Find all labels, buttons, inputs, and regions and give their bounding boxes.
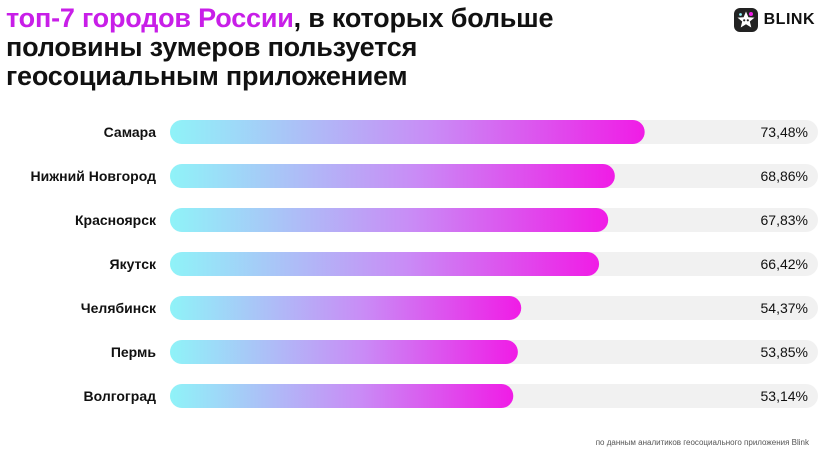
source-note: по данным аналитиков геосоциального прил… bbox=[595, 438, 809, 447]
value-label: 53,85% bbox=[761, 344, 808, 360]
bar bbox=[170, 296, 522, 320]
blink-star-logo-icon bbox=[733, 8, 758, 32]
category-label: Волгоград bbox=[84, 388, 157, 404]
category-label: Красноярск bbox=[75, 212, 157, 228]
value-label: 66,42% bbox=[761, 256, 808, 272]
bar bbox=[170, 340, 518, 364]
chart-title-rest: , в которых больше половины зумеров поль… bbox=[6, 3, 554, 91]
bar bbox=[170, 164, 615, 188]
bar bbox=[170, 384, 514, 408]
value-label: 73,48% bbox=[761, 124, 808, 140]
category-label: Пермь bbox=[111, 344, 157, 360]
value-label: 67,83% bbox=[761, 212, 808, 228]
value-label: 54,37% bbox=[761, 300, 808, 316]
category-label: Нижний Новгород bbox=[31, 168, 157, 184]
chart-title: топ-7 городов России, в которых больше п… bbox=[6, 4, 626, 91]
category-label: Якутск bbox=[110, 256, 157, 272]
bar bbox=[170, 252, 600, 276]
bar bbox=[170, 120, 645, 144]
value-label: 53,14% bbox=[761, 388, 808, 404]
chart-title-accent: топ-7 городов России bbox=[6, 3, 294, 33]
bar bbox=[170, 208, 609, 232]
value-label: 68,86% bbox=[761, 168, 808, 184]
category-label: Челябинск bbox=[81, 300, 157, 316]
brand-name: BLINK bbox=[763, 11, 815, 28]
brand-logo: BLINK bbox=[733, 8, 815, 32]
category-label: Самара bbox=[104, 124, 157, 140]
